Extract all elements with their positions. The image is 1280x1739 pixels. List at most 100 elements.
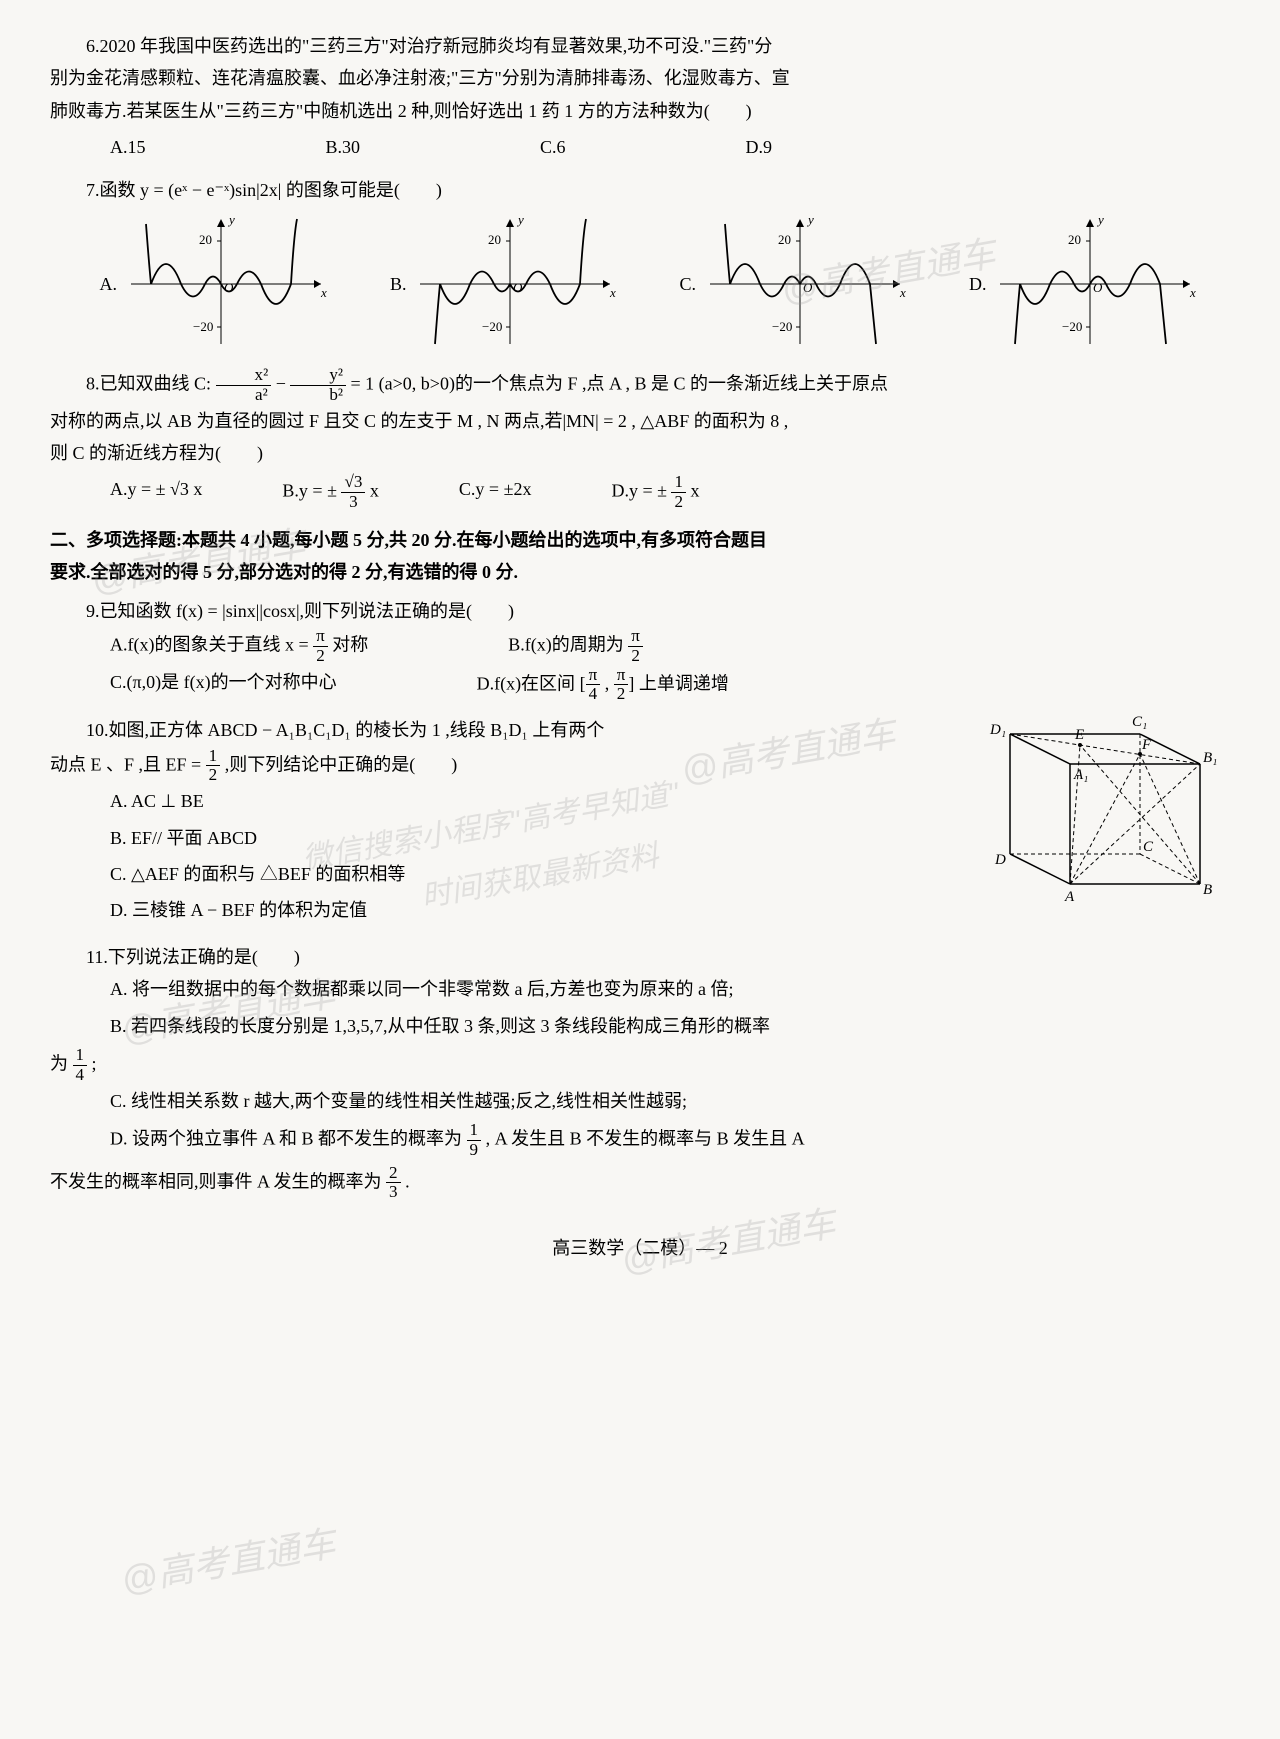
- q10-l2-den: 2: [206, 766, 221, 785]
- q8-opt-c: C.y = ±2x: [459, 473, 532, 512]
- svg-text:x: x: [609, 285, 616, 300]
- q8-opt-b: B.y = ± √33 x: [282, 473, 378, 512]
- svg-text:B: B: [1203, 882, 1212, 898]
- q8-p2: = 1 (a>0, b>0)的一个焦点为 F ,点 A , B 是 C 的一条渐…: [351, 373, 888, 393]
- q9b-num: π: [628, 627, 643, 647]
- svg-text:O: O: [803, 280, 813, 295]
- svg-text:y: y: [1096, 214, 1104, 227]
- svg-text:y: y: [806, 214, 814, 227]
- q11d-post1: , A 发生且 B 不发生的概率与 B 发生且 A: [481, 1128, 805, 1148]
- q9-opt-d: D.f(x)在区间 [π4 , π2] 上单调递增: [477, 666, 729, 705]
- q11-opt-b-l2: 为 14 ;: [50, 1046, 1230, 1085]
- svg-text:20: 20: [488, 232, 501, 247]
- q6-stem-l3: 肺败毒方.若某医生从"三药三方"中随机选出 2 种,则恰好选出 1 药 1 方的…: [50, 95, 1230, 127]
- svg-text:O: O: [1093, 280, 1103, 295]
- q9-text: 已知函数 f(x) = |sinx||cosx|,则下列说法正确的是( ): [100, 601, 515, 621]
- q10-l2-post: ,则下列结论中正确的是( ): [220, 754, 457, 774]
- q10-text1: 如图,正方体 ABCD − A₁B₁C₁D₁ 的棱长为 1 ,线段 B₁D₁ 上…: [109, 720, 605, 740]
- q8b-post: x: [365, 481, 379, 501]
- svg-text:20: 20: [199, 232, 212, 247]
- q8d-num: 1: [671, 473, 686, 493]
- q6-opt-b: B.30: [326, 131, 361, 163]
- q11-stem: 11.下列说法正确的是( ): [50, 941, 1230, 973]
- q11d-pre: D. 设两个独立事件 A 和 B 都不发生的概率为: [110, 1128, 467, 1148]
- q11b-post: ;: [87, 1053, 97, 1073]
- q8b-num: √3: [341, 473, 365, 493]
- q11-opt-b-l1: B. 若四条线段的长度分别是 1,3,5,7,从中任取 3 条,则这 3 条线段…: [110, 1010, 1230, 1042]
- q7-chart-a: A. O y x 20 −20: [99, 214, 331, 354]
- q7-label-c: C.: [679, 268, 696, 300]
- q9d-post: 上单调递增: [634, 673, 729, 693]
- sec2-l2: 要求.全部选对的得 5 分,部分选对的得 2 分,有选错的得 0 分.: [50, 556, 1230, 588]
- q9b-pre: B.f(x)的周期为: [508, 635, 628, 655]
- q9a-num: π: [313, 627, 328, 647]
- svg-text:−20: −20: [1062, 319, 1082, 334]
- q7-label-b: B.: [390, 268, 407, 300]
- q7-charts: A. O y x 20 −20 B.: [70, 214, 1230, 354]
- svg-text:D₁: D₁: [989, 722, 1006, 738]
- svg-text:A: A: [1064, 889, 1075, 905]
- q9d-n2: π: [614, 666, 629, 686]
- q8d-den: 2: [671, 493, 686, 512]
- q9-row1: A.f(x)的图象关于直线 x = π2 对称 B.f(x)的周期为 π2: [110, 627, 1230, 666]
- q11d-pre2: 不发生的概率相同,则事件 A 发生的概率为: [50, 1171, 386, 1191]
- q9-opt-a: A.f(x)的图象关于直线 x = π2 对称: [110, 627, 368, 666]
- q7-num: 7.: [86, 180, 100, 200]
- chart-d-svg: O y x 20 −20: [990, 214, 1200, 354]
- q9-opt-b: B.f(x)的周期为 π2: [508, 627, 643, 666]
- svg-text:−20: −20: [772, 319, 792, 334]
- q8-p1: 已知双曲线 C:: [100, 373, 212, 393]
- svg-text:20: 20: [778, 232, 791, 247]
- q8d-post: x: [686, 481, 700, 501]
- sec2-l1: 二、多项选择题:本题共 4 小题,每小题 5 分,共 20 分.在每小题给出的选…: [50, 524, 1230, 556]
- q11d-d2: 3: [386, 1183, 401, 1202]
- svg-text:x: x: [1189, 285, 1196, 300]
- q9b-den: 2: [628, 647, 643, 666]
- question-6: 6.2020 年我国中医药选出的"三药三方"对治疗新冠肺炎均有显著效果,功不可没…: [50, 30, 1230, 164]
- q6-options: A.15 B.30 C.6 D.9: [110, 131, 1230, 163]
- q9a-pre: A.f(x)的图象关于直线 x =: [110, 635, 313, 655]
- page-footer: 高三数学（二模）— 2: [50, 1232, 1230, 1264]
- q6-stem-l1: 6.2020 年我国中医药选出的"三药三方"对治疗新冠肺炎均有显著效果,功不可没…: [50, 30, 1230, 62]
- q9d-c: ,: [600, 673, 614, 693]
- q6-opt-d: D.9: [746, 131, 773, 163]
- q9-num: 9.: [86, 601, 100, 621]
- q10-l2-pre: 动点 E 、F ,且 EF =: [50, 754, 206, 774]
- q8-frac2: y²b²: [290, 366, 346, 405]
- q8b-pre: B.y = ±: [282, 481, 341, 501]
- svg-text:x: x: [899, 285, 906, 300]
- q8-stem-l1: 8.已知双曲线 C: x²a² − y²b² = 1 (a>0, b>0)的一个…: [50, 366, 1230, 405]
- q7-stem: 7.函数 y = (eˣ − e⁻ˣ)sin|2x| 的图象可能是( ): [50, 174, 1230, 206]
- svg-text:−20: −20: [193, 319, 213, 334]
- q11-num: 11.: [86, 947, 108, 967]
- q8-num: 8.: [86, 373, 100, 393]
- q7-label-d: D.: [969, 268, 987, 300]
- question-8: 8.已知双曲线 C: x²a² − y²b² = 1 (a>0, b>0)的一个…: [50, 366, 1230, 512]
- q11-opt-d-l2: 不发生的概率相同,则事件 A 发生的概率为 23 .: [50, 1164, 1230, 1203]
- svg-text:O: O: [513, 280, 523, 295]
- q9d-pre: D.f(x)在区间: [477, 673, 580, 693]
- svg-text:C₁: C₁: [1132, 714, 1147, 730]
- q8b-den: 3: [341, 493, 365, 512]
- svg-text:20: 20: [1068, 232, 1081, 247]
- svg-text:x: x: [320, 285, 327, 300]
- q9-opt-c: C.(π,0)是 f(x)的一个对称中心: [110, 666, 337, 705]
- chart-a-svg: O y x 20 −20: [121, 214, 331, 354]
- q11b-pre: 为: [50, 1053, 73, 1073]
- q11b-num: 1: [73, 1046, 88, 1066]
- q11d-n2: 2: [386, 1164, 401, 1184]
- q6-opt-c: C.6: [540, 131, 566, 163]
- cube-svg: D₁ C₁ B₁ A₁ D C B A E F: [970, 694, 1230, 914]
- svg-text:B₁: B₁: [1203, 750, 1217, 766]
- q7-text: 函数 y = (eˣ − e⁻ˣ)sin|2x| 的图象可能是( ): [100, 180, 442, 200]
- q11b-den: 4: [73, 1066, 88, 1085]
- q9d-d2: 2: [614, 685, 629, 704]
- svg-text:−20: −20: [482, 319, 502, 334]
- q11-opt-d-l1: D. 设两个独立事件 A 和 B 都不发生的概率为 19 , A 发生且 B 不…: [110, 1121, 1230, 1160]
- q11-opt-a: A. 将一组数据中的每个数据都乘以同一个非零常数 a 后,方差也变为原来的 a …: [110, 973, 1230, 1005]
- q9d-d1: 4: [586, 685, 601, 704]
- svg-text:O: O: [224, 280, 234, 295]
- q10-num: 10.: [86, 720, 109, 740]
- q7-chart-b: B. O y x 20 −20: [390, 214, 621, 354]
- q11-text: 下列说法正确的是( ): [108, 947, 300, 967]
